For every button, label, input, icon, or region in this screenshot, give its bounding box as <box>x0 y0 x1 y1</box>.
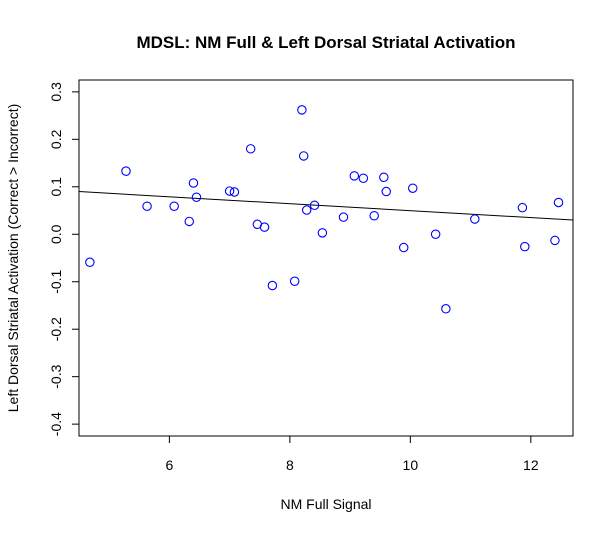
y-axis: -0.4 -0.3 -0.2 -0.1 0.0 0.1 0.2 0.3 <box>48 82 80 436</box>
x-tick-label: 12 <box>523 457 539 473</box>
y-tick-label: -0.1 <box>48 269 64 293</box>
x-axis: 6 8 10 12 <box>165 435 539 473</box>
y-tick-label: -0.4 <box>48 412 64 436</box>
x-tick-label: 8 <box>286 457 294 473</box>
regression-line <box>78 191 574 221</box>
data-point-23 <box>369 211 379 221</box>
data-point-32 <box>520 241 530 252</box>
data-point-1 <box>85 257 95 268</box>
data-point-6 <box>188 178 199 188</box>
data-point-7 <box>191 192 202 202</box>
data-point-22 <box>358 173 369 184</box>
data-point-8 <box>224 186 235 196</box>
data-point-20 <box>338 212 349 222</box>
x-tick-label: 6 <box>165 457 173 473</box>
data-point-2 <box>121 166 131 176</box>
x-tick-label: 10 <box>403 457 419 473</box>
points-layer <box>85 105 564 314</box>
chart-title: MDSL: NM Full & Left Dorsal Striatal Act… <box>136 33 515 52</box>
data-point-30 <box>470 214 480 224</box>
data-point-29 <box>441 304 451 314</box>
data-point-19 <box>317 228 328 238</box>
data-point-10 <box>245 144 256 154</box>
data-point-16 <box>298 151 309 161</box>
data-point-34 <box>553 197 564 208</box>
data-point-15 <box>297 105 307 115</box>
data-point-18 <box>309 200 320 211</box>
data-point-27 <box>408 183 418 193</box>
y-tick-label: -0.3 <box>48 364 64 388</box>
y-tick-label: 0.0 <box>48 224 64 244</box>
plot-frame <box>78 79 574 437</box>
y-tick-label: 0.1 <box>48 177 64 197</box>
data-point-12 <box>259 222 270 232</box>
data-point-3 <box>142 201 152 212</box>
data-point-17 <box>301 205 312 215</box>
data-point-4 <box>169 201 179 212</box>
data-point-14 <box>289 276 300 287</box>
data-point-9 <box>229 187 240 197</box>
data-point-13 <box>267 280 278 291</box>
data-point-31 <box>517 202 528 213</box>
data-point-33 <box>550 235 560 246</box>
data-point-26 <box>398 242 409 253</box>
data-point-28 <box>430 229 441 240</box>
data-point-25 <box>381 186 391 197</box>
y-tick-label: 0.3 <box>48 82 64 102</box>
data-point-21 <box>349 171 360 181</box>
x-axis-label: NM Full Signal <box>280 496 371 512</box>
data-point-24 <box>379 172 389 183</box>
y-axis-label: Left Dorsal Striatal Activation (Correct… <box>5 104 21 413</box>
data-point-5 <box>184 216 194 227</box>
y-tick-label: 0.2 <box>48 129 64 149</box>
y-tick-label: -0.2 <box>48 317 64 341</box>
regression-layer <box>78 191 574 221</box>
